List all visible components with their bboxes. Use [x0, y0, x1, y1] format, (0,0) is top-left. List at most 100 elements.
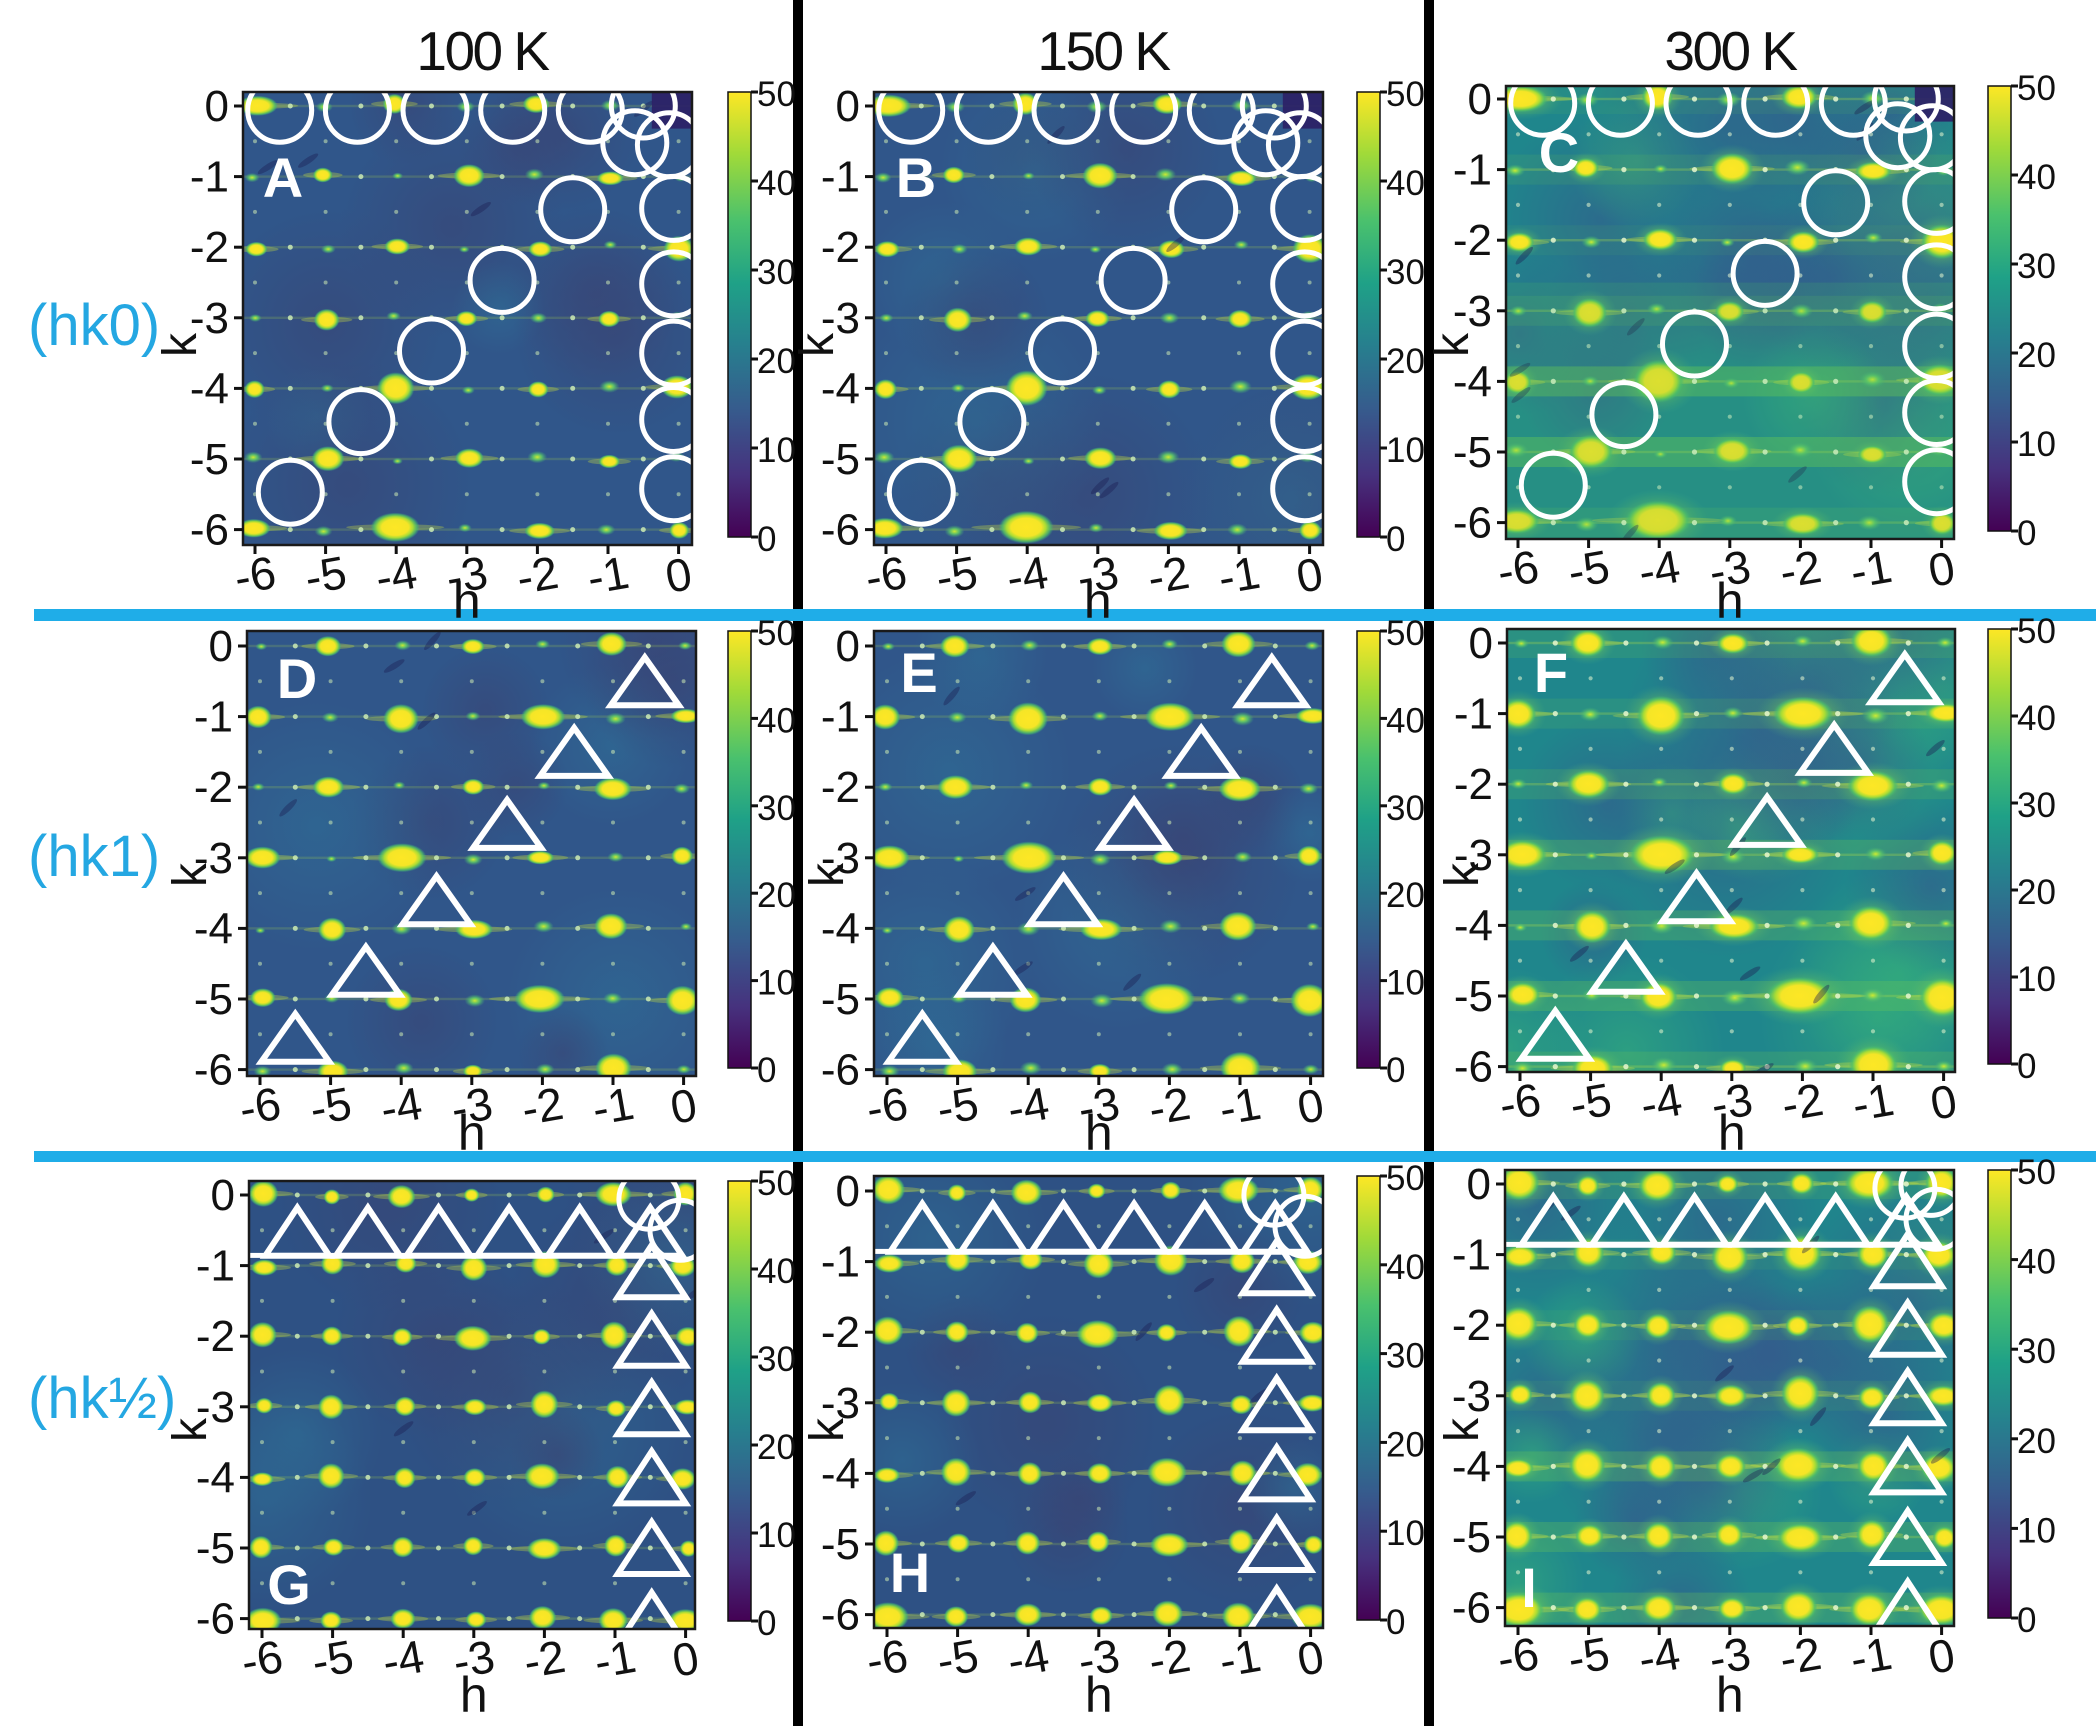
svg-text:-4: -4 [1635, 1627, 1684, 1685]
svg-text:-1: -1 [821, 153, 860, 202]
svg-text:-1: -1 [1846, 540, 1895, 598]
svg-text:E: E [900, 641, 937, 704]
svg-text:-4: -4 [196, 1453, 235, 1502]
svg-text:-5: -5 [301, 546, 350, 604]
svg-text:A: A [263, 146, 303, 209]
svg-text:10: 10 [1386, 964, 1425, 1003]
svg-text:0: 0 [1468, 75, 1492, 124]
svg-text:0: 0 [836, 1167, 860, 1216]
svg-text:0: 0 [757, 520, 776, 559]
svg-text:-4: -4 [372, 546, 421, 604]
svg-text:-6: -6 [861, 546, 910, 604]
svg-text:30: 30 [2017, 786, 2056, 825]
svg-text:-2: -2 [821, 763, 860, 812]
svg-text:-5: -5 [821, 435, 860, 484]
svg-text:-4: -4 [1004, 1629, 1053, 1687]
svg-text:-2: -2 [513, 546, 562, 604]
svg-text:0: 0 [1469, 619, 1493, 668]
svg-text:10: 10 [2017, 960, 2056, 999]
svg-text:50: 50 [1386, 614, 1425, 653]
svg-text:30: 30 [1386, 1337, 1425, 1376]
svg-text:40: 40 [757, 1252, 796, 1291]
svg-text:k: k [154, 332, 207, 357]
svg-text:10: 10 [2017, 1511, 2056, 1550]
svg-text:h: h [453, 573, 481, 629]
svg-text:0: 0 [205, 82, 229, 131]
svg-text:-6: -6 [230, 546, 279, 604]
svg-text:k: k [164, 862, 217, 887]
svg-text:-2: -2 [194, 763, 233, 812]
svg-text:-4: -4 [1453, 357, 1492, 406]
svg-text:-1: -1 [1215, 1077, 1264, 1135]
svg-text:0: 0 [2017, 514, 2036, 553]
svg-text:-5: -5 [194, 975, 233, 1024]
svg-text:-1: -1 [1846, 1627, 1895, 1685]
svg-text:30: 30 [757, 1340, 796, 1379]
svg-text:k: k [1436, 1417, 1489, 1442]
svg-text:-4: -4 [1004, 1077, 1053, 1135]
svg-text:-2: -2 [1776, 1627, 1825, 1685]
svg-text:-1: -1 [1452, 1231, 1491, 1280]
svg-text:40: 40 [1386, 1248, 1425, 1287]
svg-text:0: 0 [757, 1604, 776, 1643]
svg-text:-2: -2 [1453, 216, 1492, 265]
svg-text:-6: -6 [194, 1046, 233, 1095]
svg-text:30: 30 [2017, 1332, 2056, 1371]
svg-text:100 K: 100 K [416, 20, 550, 82]
svg-text:40: 40 [1386, 701, 1425, 740]
svg-text:0: 0 [209, 622, 233, 671]
svg-text:k: k [1436, 862, 1489, 887]
svg-text:-6: -6 [821, 1046, 860, 1095]
svg-text:-4: -4 [379, 1630, 428, 1688]
svg-text:50: 50 [2017, 612, 2056, 651]
svg-text:0: 0 [2017, 1601, 2036, 1640]
svg-text:G: G [267, 1553, 311, 1616]
svg-text:-4: -4 [1452, 1442, 1491, 1491]
svg-text:-3: -3 [1453, 287, 1492, 336]
svg-text:-2: -2 [1776, 540, 1825, 598]
svg-text:-4: -4 [821, 904, 860, 953]
svg-text:-3: -3 [449, 1630, 498, 1688]
svg-text:-3: -3 [821, 1379, 860, 1428]
svg-text:-1: -1 [1454, 690, 1493, 739]
svg-text:-5: -5 [306, 1077, 355, 1135]
svg-text:-3: -3 [1707, 1073, 1756, 1131]
svg-text:-5: -5 [1564, 540, 1613, 598]
svg-text:40: 40 [2017, 158, 2056, 197]
svg-text:50: 50 [757, 614, 796, 653]
svg-text:-6: -6 [1493, 540, 1542, 598]
svg-text:-2: -2 [1145, 1077, 1194, 1135]
svg-text:(hk1): (hk1) [28, 824, 160, 889]
svg-text:-2: -2 [1778, 1073, 1827, 1131]
svg-text:-4: -4 [377, 1077, 426, 1135]
svg-text:20: 20 [757, 342, 796, 381]
svg-text:-5: -5 [1566, 1073, 1615, 1131]
svg-text:F: F [1534, 641, 1568, 704]
svg-text:-6: -6 [821, 506, 860, 555]
svg-text:-6: -6 [1495, 1073, 1544, 1131]
svg-text:-1: -1 [821, 1238, 860, 1287]
svg-text:B: B [896, 146, 936, 209]
svg-text:-3: -3 [1705, 540, 1754, 598]
svg-text:30: 30 [1386, 789, 1425, 828]
svg-text:-1: -1 [1848, 1073, 1897, 1131]
svg-text:-6: -6 [1454, 1043, 1493, 1092]
svg-text:-4: -4 [190, 364, 229, 413]
svg-text:-6: -6 [196, 1595, 235, 1644]
svg-text:-2: -2 [821, 1308, 860, 1357]
svg-text:k: k [791, 332, 844, 357]
svg-text:-2: -2 [1144, 546, 1193, 604]
svg-text:k: k [1426, 332, 1479, 357]
svg-text:20: 20 [2017, 336, 2056, 375]
svg-text:-3: -3 [194, 834, 233, 883]
svg-text:20: 20 [2017, 1422, 2056, 1461]
svg-text:30: 30 [757, 253, 796, 292]
svg-text:-5: -5 [308, 1630, 357, 1688]
svg-text:-3: -3 [442, 546, 491, 604]
svg-text:10: 10 [757, 431, 796, 470]
svg-text:10: 10 [1386, 431, 1425, 470]
svg-text:-4: -4 [1003, 546, 1052, 604]
svg-text:C: C [1539, 121, 1579, 184]
svg-text:k: k [801, 1417, 854, 1442]
svg-text:h: h [1718, 1105, 1746, 1161]
